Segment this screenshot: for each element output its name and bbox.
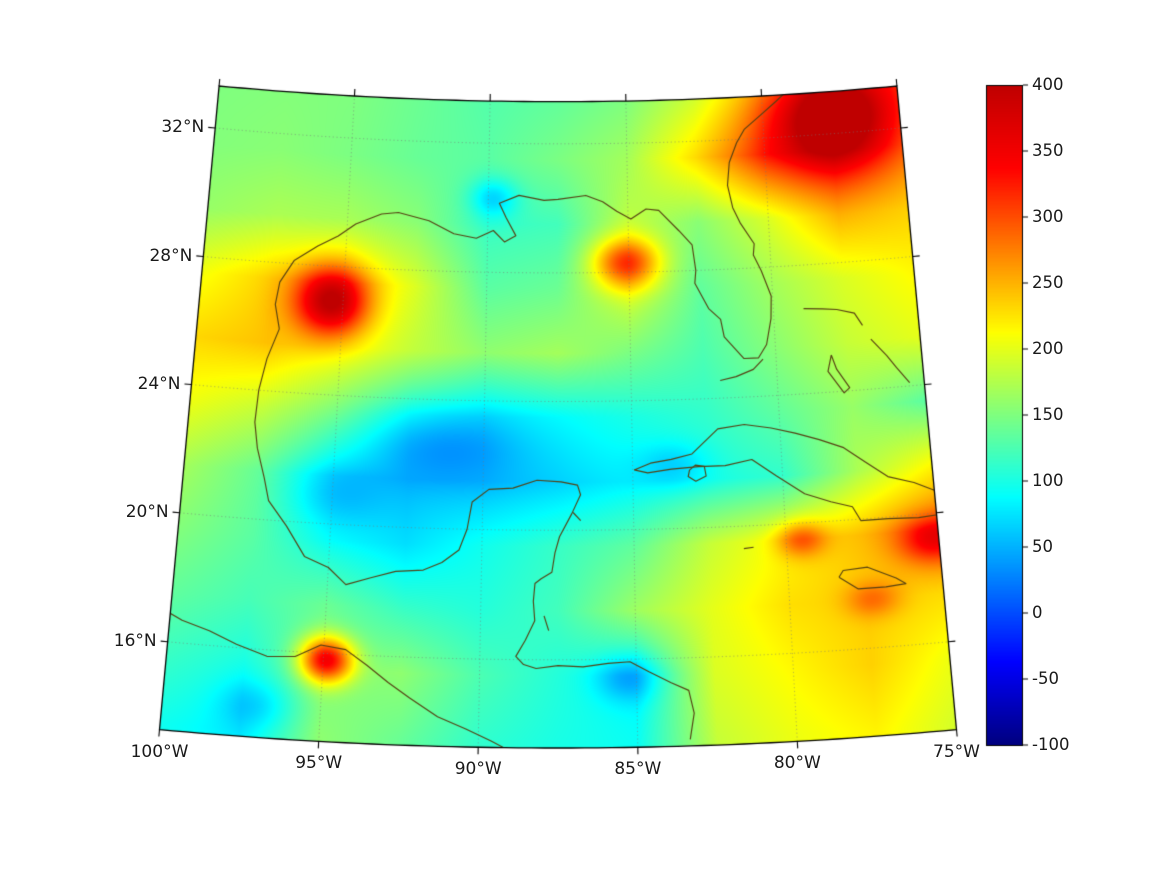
figure: 32°N 28°N 24°N 20°N 16°N 100°W 95°W 90°W 85°W 80°… [0, 0, 1167, 875]
map-plot-canvas [0, 0, 1167, 875]
